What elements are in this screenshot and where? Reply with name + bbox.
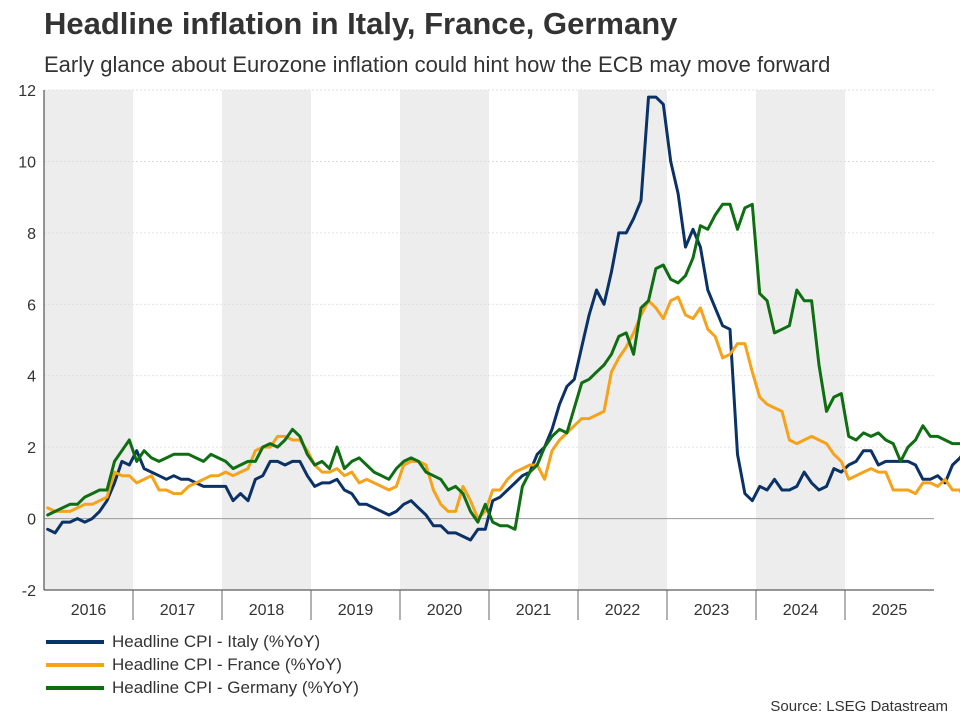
x-tick-label-2023: 2023	[694, 602, 730, 619]
series-line-italy	[46, 95, 960, 542]
year-band-2016	[44, 90, 133, 590]
year-band-2022	[578, 90, 667, 590]
legend-swatch-italy	[46, 639, 104, 644]
line-chart: -2 0 2 4 6 8 10 12 2016 2017 2018 2019 2020 2021 2022 2…	[18, 83, 960, 620]
legend-item-germany: Headline CPI - Germany (%YoY)	[44, 676, 359, 699]
x-tick-label-2025: 2025	[872, 602, 908, 619]
x-tick-label-2018: 2018	[249, 602, 285, 619]
source-note: Source: LSEG Datastream	[770, 698, 948, 715]
legend-swatch-france	[46, 662, 104, 667]
legend-label-italy: Headline CPI - Italy (%YoY)	[112, 631, 321, 651]
y-tick-label-10: 10	[18, 154, 36, 171]
y-tick-label-4: 4	[27, 369, 36, 386]
legend: Headline CPI - Italy (%YoY) Headline CPI…	[44, 630, 359, 699]
legend-item-france: Headline CPI - France (%YoY)	[44, 653, 359, 676]
x-tick-label-2024: 2024	[783, 602, 819, 619]
year-band-2018	[222, 90, 311, 590]
year-band-2024	[756, 90, 845, 590]
y-tick-label--2: -2	[22, 583, 36, 600]
series-line-france	[46, 295, 960, 521]
x-tick-label-2021: 2021	[516, 602, 552, 619]
x-tick-label-2017: 2017	[160, 602, 196, 619]
y-tick-label-12: 12	[18, 83, 36, 100]
legend-label-france: Headline CPI - France (%YoY)	[112, 654, 342, 674]
series-line-germany	[46, 202, 960, 531]
y-tick-label-2: 2	[27, 440, 36, 457]
legend-item-italy: Headline CPI - Italy (%YoY)	[44, 630, 359, 653]
x-tick-label-2020: 2020	[427, 602, 463, 619]
legend-swatch-germany	[46, 685, 104, 690]
legend-label-germany: Headline CPI - Germany (%YoY)	[112, 677, 359, 697]
y-tick-label-6: 6	[27, 297, 36, 314]
y-tick-label-8: 8	[27, 226, 36, 243]
y-tick-label-0: 0	[27, 512, 36, 529]
x-tick-label-2016: 2016	[71, 602, 107, 619]
x-tick-label-2022: 2022	[605, 602, 641, 619]
chart-subtitle: Early glance about Eurozone inflation co…	[44, 52, 831, 77]
chart-title: Headline inflation in Italy, France, Ger…	[44, 6, 678, 41]
x-tick-label-2019: 2019	[338, 602, 374, 619]
